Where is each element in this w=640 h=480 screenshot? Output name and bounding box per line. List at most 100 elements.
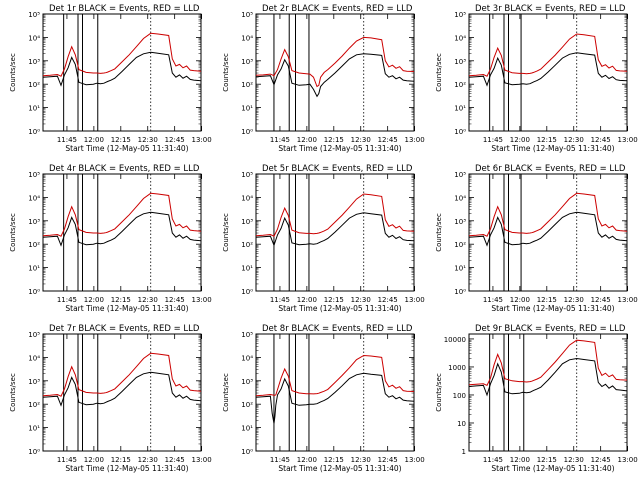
detector-panel: Det 4r BLACK = Events, RED = LLD Counts/s… (9, 164, 212, 313)
x-axis-label: Start Time (12-May-05 11:31:40) (491, 464, 614, 473)
x-tick-label: 11:45 (483, 456, 503, 464)
y-tick-label: 10² (241, 241, 253, 249)
x-axis-label: Start Time (12-May-05 11:31:40) (65, 304, 188, 313)
x-tick-label: 11:45 (270, 456, 290, 464)
x-tick-label: 12:00 (297, 136, 317, 144)
plot-frame (468, 13, 628, 132)
y-tick-label: 10⁵ (454, 11, 466, 19)
x-tick-label: 13:00 (191, 136, 211, 144)
y-tick-label: 10⁴ (28, 194, 40, 202)
x-tick-label: 12:30 (351, 136, 371, 144)
detector-panel: Det 6r BLACK = Events, RED = LLD Counts/s… (435, 164, 638, 313)
x-tick-label: 12:45 (378, 296, 398, 304)
y-tick-label: 10² (28, 401, 40, 409)
series-line-events (42, 371, 202, 407)
x-tick-label: 12:45 (378, 136, 398, 144)
x-tick-label: 12:15 (111, 456, 131, 464)
x-tick-label: 12:00 (84, 136, 104, 144)
y-tick-label: 10² (454, 241, 466, 249)
series-line-events (468, 211, 628, 247)
y-tick-label: 10⁰ (454, 128, 466, 136)
x-axis-label: Start Time (12-May-05 11:31:40) (65, 144, 188, 153)
x-tick-label: 12:00 (84, 296, 104, 304)
y-tick-label: 10⁴ (454, 194, 466, 202)
x-tick-label: 12:15 (537, 456, 557, 464)
plot-frame (42, 13, 202, 132)
y-tick-label: 10⁵ (241, 171, 253, 179)
series-line-events (468, 52, 628, 87)
detector-panel: Det 5r BLACK = Events, RED = LLD Counts/s… (222, 164, 425, 313)
x-tick-label: 12:00 (297, 456, 317, 464)
x-tick-label: 13:00 (404, 456, 424, 464)
x-tick-label: 12:30 (351, 296, 371, 304)
y-tick-label: 10¹ (28, 265, 40, 273)
series-line-lld (42, 32, 202, 77)
detector-panel: Det 8r BLACK = Events, RED = LLD Counts/s… (222, 324, 425, 473)
y-tick-label: 10000 (444, 336, 466, 344)
plot-title: Det 5r BLACK = Events, RED = LLD (262, 164, 413, 174)
series-line-lld (255, 354, 415, 397)
plot-frame (42, 333, 202, 452)
x-tick-label: 12:00 (84, 456, 104, 464)
x-axis-label: Start Time (12-May-05 11:31:40) (278, 304, 401, 313)
plot-title: Det 2r BLACK = Events, RED = LLD (262, 4, 413, 14)
x-tick-label: 12:15 (537, 136, 557, 144)
x-tick-label: 12:30 (564, 456, 584, 464)
series-line-lld (255, 193, 415, 237)
y-tick-label: 10² (28, 81, 40, 89)
y-tick-label: 10⁰ (454, 288, 466, 296)
y-tick-label: 10³ (241, 218, 253, 226)
y-tick-label: 10 (457, 420, 466, 428)
detector-panel: Det 9r BLACK = Events, RED = LLD Counts/s… (435, 324, 638, 473)
x-tick-label: 12:30 (138, 136, 158, 144)
plot-frame (468, 173, 628, 292)
series-line-lld (468, 33, 628, 77)
plot-frame (468, 333, 628, 452)
series-line-events (468, 357, 628, 397)
x-tick-label: 11:45 (270, 136, 290, 144)
x-axis-label: Start Time (12-May-05 11:31:40) (491, 304, 614, 313)
y-tick-label: 10¹ (28, 425, 40, 433)
series-line-lld (468, 339, 628, 387)
plot-title: Det 1r BLACK = Events, RED = LLD (49, 4, 200, 14)
x-tick-label: 12:30 (564, 296, 584, 304)
y-tick-label: 10⁴ (454, 34, 466, 42)
y-tick-label: 10³ (454, 218, 466, 226)
y-tick-label: 10⁰ (28, 128, 40, 136)
detector-panel: Det 2r BLACK = Events, RED = LLD Counts/s… (222, 4, 425, 153)
series-line-events (255, 53, 415, 98)
y-tick-label: 10³ (28, 58, 40, 66)
plot-title: Det 9r BLACK = Events, RED = LLD (475, 324, 626, 334)
x-tick-label: 12:15 (324, 456, 344, 464)
x-tick-label: 12:00 (510, 296, 530, 304)
y-tick-label: 10⁰ (241, 288, 253, 296)
plot-title: Det 3r BLACK = Events, RED = LLD (475, 4, 626, 14)
plot-title: Det 8r BLACK = Events, RED = LLD (262, 324, 413, 334)
y-axis-label: Counts/sec (9, 53, 17, 92)
y-tick-label: 100 (453, 392, 466, 400)
y-tick-label: 10⁵ (454, 171, 466, 179)
x-axis-label: Start Time (12-May-05 11:31:40) (65, 464, 188, 473)
y-axis-label: Counts/sec (435, 213, 443, 252)
x-tick-label: 12:45 (165, 456, 185, 464)
x-tick-label: 12:45 (165, 296, 185, 304)
y-axis-label: Counts/sec (222, 213, 230, 252)
series-line-events (42, 211, 202, 247)
y-tick-label: 10⁵ (28, 11, 40, 19)
plot-title: Det 4r BLACK = Events, RED = LLD (49, 164, 200, 174)
x-tick-label: 13:00 (617, 456, 637, 464)
x-tick-label: 13:00 (617, 296, 637, 304)
y-axis-label: Counts/sec (222, 373, 230, 412)
series-line-lld (255, 36, 415, 88)
y-tick-label: 10⁵ (28, 171, 40, 179)
y-tick-label: 10³ (241, 378, 253, 386)
plot-frame (255, 13, 415, 132)
y-tick-label: 10⁵ (241, 11, 253, 19)
x-tick-label: 11:45 (270, 296, 290, 304)
x-tick-label: 12:45 (591, 296, 611, 304)
y-tick-label: 1 (462, 448, 466, 456)
y-tick-label: 10⁴ (241, 34, 253, 42)
y-tick-label: 10⁰ (28, 288, 40, 296)
y-tick-label: 10⁴ (241, 194, 253, 202)
